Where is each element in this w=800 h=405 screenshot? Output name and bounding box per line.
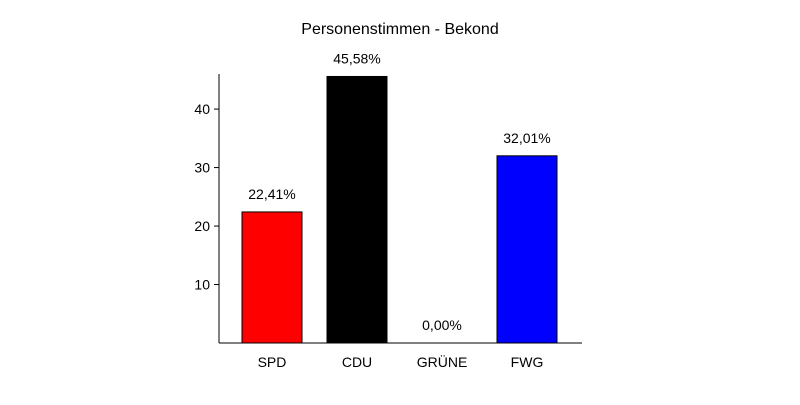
bar-value-labels: 22,41% 45,58% 0,00% 32,01% (248, 50, 550, 333)
category-label: GRÜNE (417, 353, 468, 370)
bar-fwg (496, 155, 558, 344)
category-label: CDU (342, 354, 372, 370)
y-ticks: 10 20 30 40 (194, 101, 219, 293)
y-tick-label: 40 (194, 101, 210, 117)
y-tick-label: 10 (194, 277, 210, 293)
bar-value-label: 0,00% (422, 317, 462, 333)
bar-value-label: 45,58% (333, 50, 380, 66)
y-tick-label: 20 (194, 218, 210, 234)
bar-value-label: 32,01% (503, 130, 550, 146)
y-tick-label: 30 (194, 160, 210, 176)
bar-cdu (326, 75, 388, 344)
chart-title: Personenstimmen - Bekond (301, 21, 498, 38)
bars (241, 75, 558, 344)
category-label: SPD (258, 354, 287, 370)
bar-spd (241, 211, 303, 344)
category-label: FWG (511, 354, 544, 370)
category-labels: SPD CDU GRÜNE FWG (258, 353, 544, 370)
bar-value-label: 22,41% (248, 186, 295, 202)
